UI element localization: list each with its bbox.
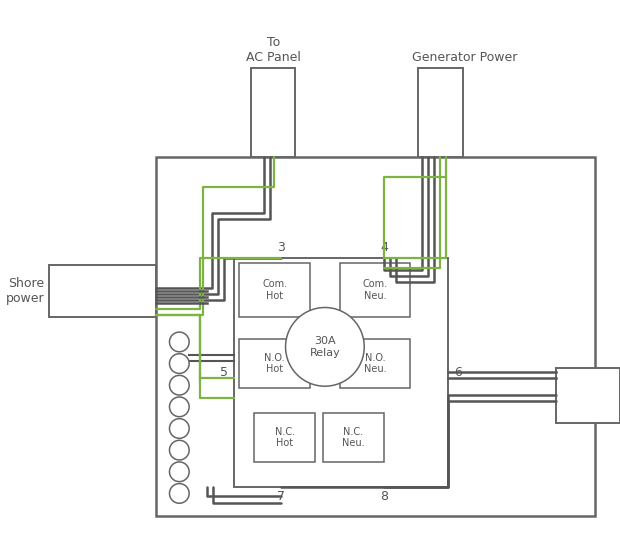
Text: To
AC Panel: To AC Panel xyxy=(246,36,301,64)
Bar xyxy=(418,68,463,157)
Text: 7: 7 xyxy=(277,491,285,503)
Text: 4: 4 xyxy=(380,241,388,254)
Circle shape xyxy=(169,440,189,460)
Bar xyxy=(251,68,295,157)
Text: Generator Power: Generator Power xyxy=(412,51,518,64)
Text: N.O.
Hot: N.O. Hot xyxy=(264,353,285,375)
Text: N.C.
Neu.: N.C. Neu. xyxy=(342,427,365,448)
Text: 30A
Relay: 30A Relay xyxy=(309,336,340,357)
Circle shape xyxy=(169,462,189,482)
Bar xyxy=(239,339,310,388)
Bar xyxy=(323,413,384,462)
Text: 3: 3 xyxy=(277,241,285,254)
Text: Com.
Hot: Com. Hot xyxy=(262,279,287,301)
Circle shape xyxy=(169,483,189,503)
Text: Shore
power: Shore power xyxy=(6,278,45,305)
Text: 6: 6 xyxy=(454,366,462,379)
Bar xyxy=(50,265,156,317)
Text: N.O.
Neu.: N.O. Neu. xyxy=(364,353,386,375)
Bar xyxy=(556,369,620,422)
Text: N.C.
Hot: N.C. Hot xyxy=(275,427,294,448)
Circle shape xyxy=(169,354,189,374)
Circle shape xyxy=(169,397,189,417)
Bar xyxy=(254,413,315,462)
Circle shape xyxy=(169,332,189,352)
Bar xyxy=(156,157,595,516)
Text: 8: 8 xyxy=(380,491,388,503)
Bar xyxy=(239,263,310,317)
Bar xyxy=(234,258,448,487)
Bar xyxy=(340,263,410,317)
Circle shape xyxy=(169,418,189,438)
Circle shape xyxy=(286,307,364,386)
Text: Com.
Neu.: Com. Neu. xyxy=(363,279,388,301)
Bar xyxy=(340,339,410,388)
Text: 5: 5 xyxy=(221,366,229,379)
Circle shape xyxy=(169,375,189,395)
